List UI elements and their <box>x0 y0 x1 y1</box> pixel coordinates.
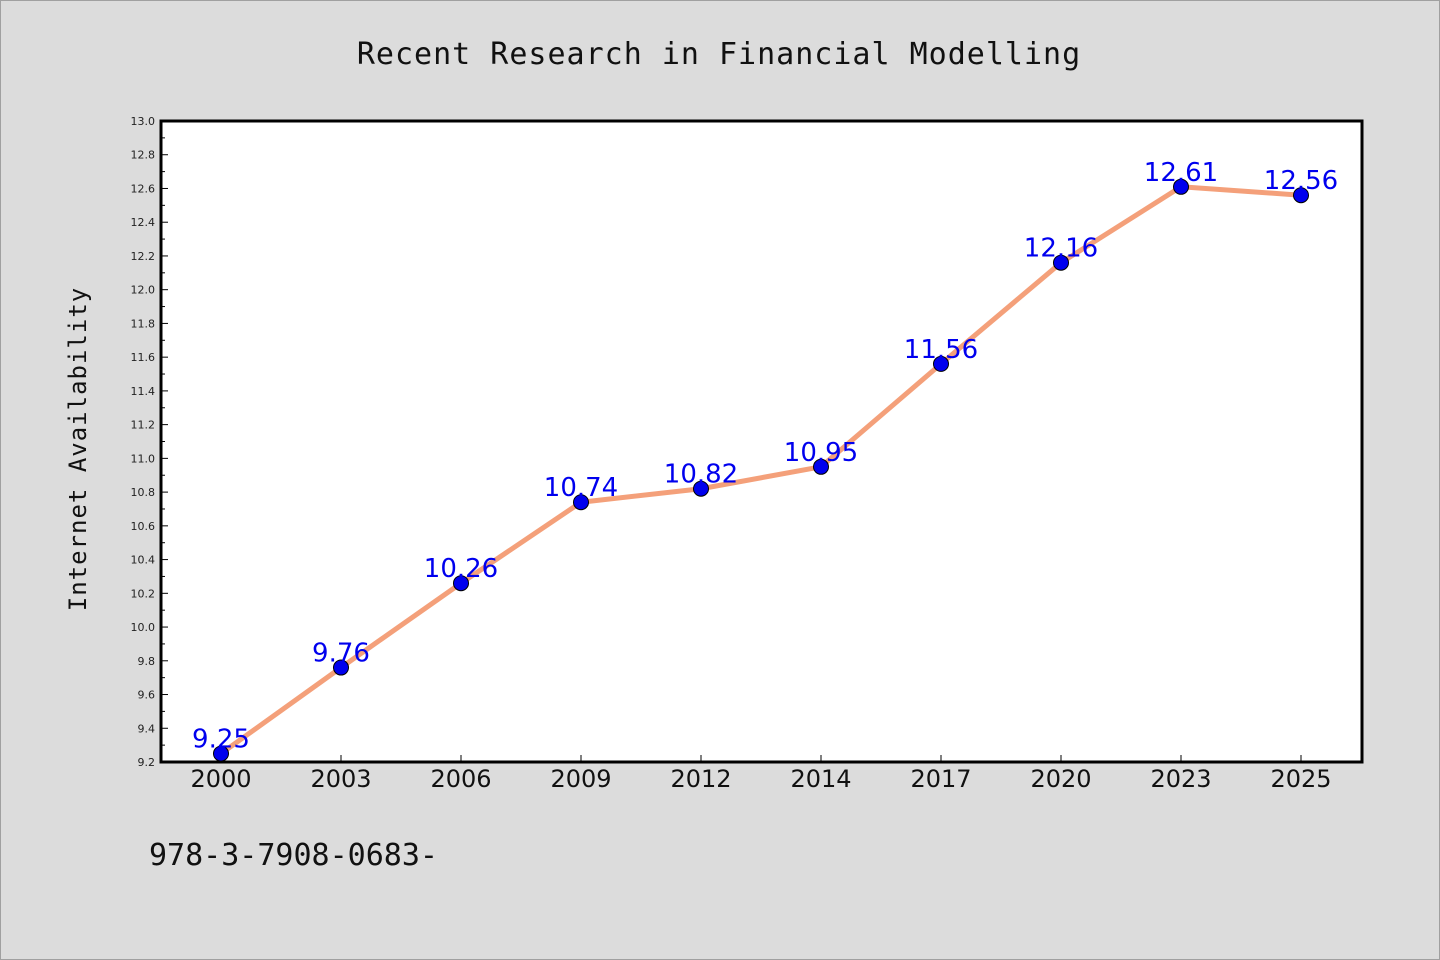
y-tick-label: 10.2 <box>131 587 156 600</box>
y-tick-label: 10.4 <box>131 554 156 567</box>
y-tick-label: 10.0 <box>131 621 156 634</box>
x-tick-label: 2009 <box>550 765 611 793</box>
data-label: 9.76 <box>312 639 370 669</box>
x-axis-ticks: 2000 2003 2006 2009 2012 2014 2017 2020 2023 2025 <box>190 755 1332 793</box>
data-point-marker <box>813 458 829 475</box>
data-label: 12.16 <box>1024 234 1098 264</box>
y-tick-label: 12.4 <box>131 216 156 229</box>
series-markers <box>213 178 1309 762</box>
y-tick-label: 13.0 <box>131 115 156 128</box>
x-tick-label: 2023 <box>1150 765 1211 793</box>
x-tick-label: 2012 <box>670 765 731 793</box>
data-labels: 9.25 9.76 10.26 10.74 10.82 10.95 11.56 12.16 12… <box>192 158 1338 755</box>
data-point-marker <box>333 659 349 676</box>
data-point-marker <box>1293 187 1309 204</box>
y-tick-label: 10.8 <box>131 486 156 499</box>
y-tick-label: 9.2 <box>138 756 156 769</box>
x-tick-label: 2000 <box>190 765 251 793</box>
x-tick-label: 2003 <box>310 765 371 793</box>
y-tick-label: 9.4 <box>138 722 156 735</box>
y-tick-label: 11.8 <box>131 317 156 330</box>
x-tick-label: 2006 <box>430 765 491 793</box>
data-point-marker <box>573 494 589 511</box>
data-label: 10.74 <box>544 473 618 503</box>
series-line-group <box>218 184 1304 757</box>
y-tick-label: 11.2 <box>131 419 156 432</box>
data-label: 10.95 <box>784 438 858 468</box>
data-point-marker <box>1053 254 1069 271</box>
y-tick-label: 12.0 <box>131 284 156 297</box>
data-label: 10.82 <box>664 460 738 490</box>
data-point-marker <box>453 575 469 592</box>
data-point-marker <box>1173 178 1189 195</box>
data-label: 11.56 <box>904 335 978 365</box>
y-tick-label: 12.6 <box>131 182 156 195</box>
y-axis-label: Internet Availability <box>64 287 92 611</box>
series-line <box>218 184 1304 757</box>
data-point-marker <box>933 355 949 372</box>
x-tick-label: 2025 <box>1270 765 1331 793</box>
y-axis-ticks: 9.2 9.4 9.6 9.8 10.0 10.2 10.4 10.6 10.8 11.0 11.2… <box>131 115 168 769</box>
data-label: 9.25 <box>192 725 250 755</box>
data-label: 12.61 <box>1144 158 1218 188</box>
x-tick-label: 2017 <box>910 765 971 793</box>
data-point-marker <box>693 480 709 497</box>
data-label: 10.26 <box>424 554 498 584</box>
y-tick-label: 11.6 <box>131 351 156 364</box>
y-tick-label: 11.4 <box>131 385 156 398</box>
x-tick-label: 2014 <box>790 765 851 793</box>
footer-identifier: 978-3-7908-0683- <box>149 838 438 873</box>
y-tick-label: 10.6 <box>131 520 156 533</box>
x-tick-label: 2020 <box>1030 765 1091 793</box>
y-tick-label: 9.8 <box>138 655 156 668</box>
y-tick-label: 12.8 <box>131 149 156 162</box>
chart-title: Recent Research in Financial Modelling <box>357 37 1081 72</box>
y-tick-label: 9.6 <box>138 689 156 702</box>
data-point-marker <box>213 745 229 762</box>
y-tick-label: 11.0 <box>131 452 156 465</box>
data-label: 12.56 <box>1264 166 1338 196</box>
y-tick-label: 12.2 <box>131 250 156 263</box>
